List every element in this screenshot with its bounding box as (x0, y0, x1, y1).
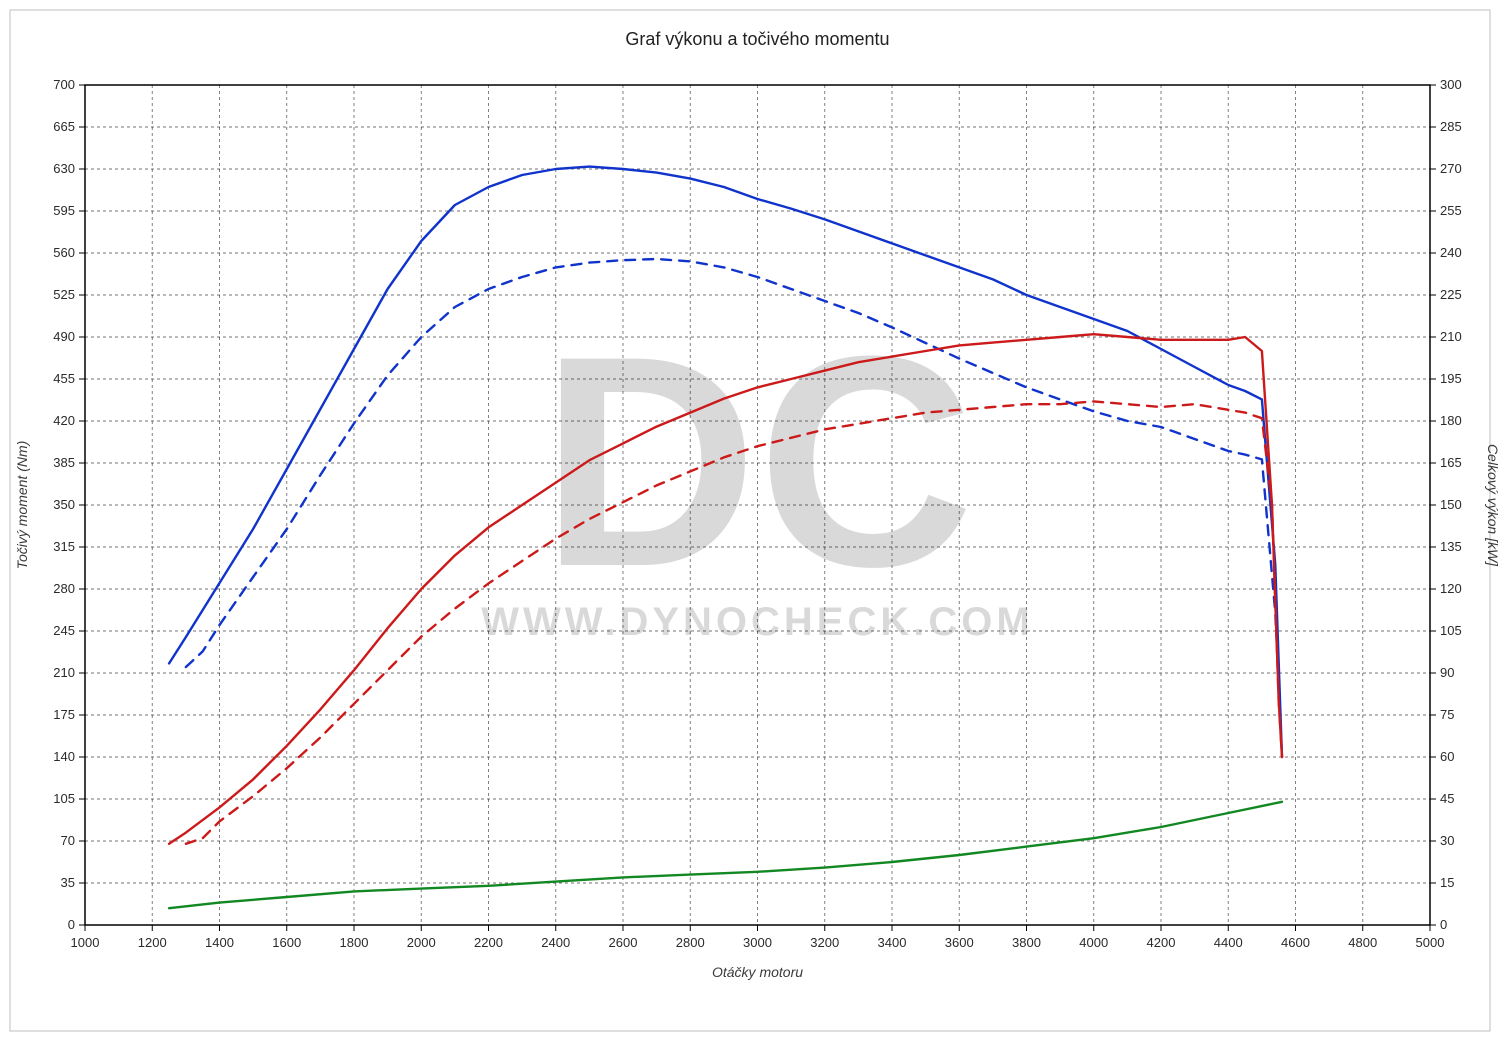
y-right-tick-label: 135 (1440, 539, 1462, 554)
x-tick-label: 5000 (1416, 935, 1445, 950)
y-right-tick-label: 105 (1440, 623, 1462, 638)
y-right-tick-label: 210 (1440, 329, 1462, 344)
y-right-tick-label: 60 (1440, 749, 1454, 764)
y-right-tick-label: 15 (1440, 875, 1454, 890)
x-tick-label: 2400 (541, 935, 570, 950)
y-right-tick-label: 165 (1440, 455, 1462, 470)
y-left-tick-label: 140 (53, 749, 75, 764)
y-left-tick-label: 630 (53, 161, 75, 176)
y-right-tick-label: 270 (1440, 161, 1462, 176)
x-tick-label: 2800 (676, 935, 705, 950)
y-left-axis-label: Točivý moment (Nm) (14, 441, 30, 570)
y-left-tick-label: 350 (53, 497, 75, 512)
x-tick-label: 1600 (272, 935, 301, 950)
y-right-axis-label: Celkový výkon [kW] (1485, 444, 1500, 567)
y-left-tick-label: 455 (53, 371, 75, 386)
x-tick-label: 2200 (474, 935, 503, 950)
y-right-tick-label: 30 (1440, 833, 1454, 848)
y-left-tick-label: 525 (53, 287, 75, 302)
x-tick-label: 4400 (1214, 935, 1243, 950)
x-tick-label: 3800 (1012, 935, 1041, 950)
y-right-tick-label: 300 (1440, 77, 1462, 92)
y-right-tick-label: 45 (1440, 791, 1454, 806)
y-left-tick-label: 245 (53, 623, 75, 638)
x-tick-label: 1200 (138, 935, 167, 950)
y-left-tick-label: 105 (53, 791, 75, 806)
x-tick-label: 3000 (743, 935, 772, 950)
y-right-tick-label: 120 (1440, 581, 1462, 596)
y-left-tick-label: 210 (53, 665, 75, 680)
x-tick-label: 3200 (810, 935, 839, 950)
x-tick-label: 4200 (1147, 935, 1176, 950)
y-right-tick-label: 255 (1440, 203, 1462, 218)
x-tick-label: 2000 (407, 935, 436, 950)
x-tick-label: 4800 (1348, 935, 1377, 950)
y-left-tick-label: 420 (53, 413, 75, 428)
x-tick-label: 2600 (609, 935, 638, 950)
y-right-tick-label: 90 (1440, 665, 1454, 680)
y-right-tick-label: 180 (1440, 413, 1462, 428)
y-right-tick-label: 150 (1440, 497, 1462, 512)
x-tick-label: 4000 (1079, 935, 1108, 950)
x-axis-label: Otáčky motoru (712, 964, 803, 980)
y-right-tick-label: 75 (1440, 707, 1454, 722)
y-left-tick-label: 0 (68, 917, 75, 932)
y-left-tick-label: 70 (61, 833, 75, 848)
y-left-tick-label: 175 (53, 707, 75, 722)
y-left-tick-label: 665 (53, 119, 75, 134)
x-tick-label: 1400 (205, 935, 234, 950)
y-right-tick-label: 0 (1440, 917, 1447, 932)
y-right-tick-label: 285 (1440, 119, 1462, 134)
x-tick-label: 1800 (340, 935, 369, 950)
y-right-tick-label: 225 (1440, 287, 1462, 302)
y-left-tick-label: 35 (61, 875, 75, 890)
y-left-tick-label: 560 (53, 245, 75, 260)
x-tick-label: 1000 (71, 935, 100, 950)
x-tick-label: 4600 (1281, 935, 1310, 950)
x-tick-label: 3600 (945, 935, 974, 950)
y-left-tick-label: 700 (53, 77, 75, 92)
chart-title: Graf výkonu a točivého momentu (625, 29, 889, 49)
y-right-tick-label: 240 (1440, 245, 1462, 260)
y-left-tick-label: 385 (53, 455, 75, 470)
y-left-tick-label: 315 (53, 539, 75, 554)
y-right-tick-label: 195 (1440, 371, 1462, 386)
y-left-tick-label: 595 (53, 203, 75, 218)
x-tick-label: 3400 (878, 935, 907, 950)
y-left-tick-label: 490 (53, 329, 75, 344)
y-left-tick-label: 280 (53, 581, 75, 596)
